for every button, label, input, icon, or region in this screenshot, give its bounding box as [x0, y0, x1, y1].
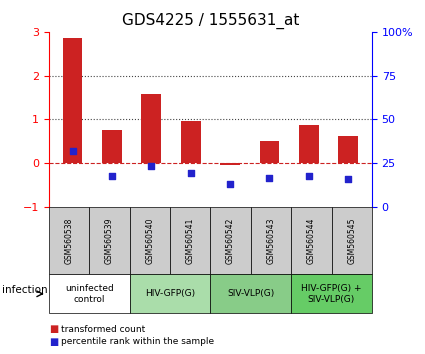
Text: GSM560541: GSM560541	[186, 217, 195, 264]
Text: infection: infection	[2, 285, 48, 295]
Text: ■: ■	[49, 324, 58, 334]
Bar	[260, 141, 279, 163]
Text: GSM560543: GSM560543	[266, 217, 275, 264]
Point	[187, 170, 194, 176]
Text: HIV-GFP(G): HIV-GFP(G)	[145, 289, 195, 298]
Text: HIV-GFP(G) +
SIV-VLP(G): HIV-GFP(G) + SIV-VLP(G)	[301, 284, 362, 303]
Bar	[102, 130, 122, 163]
Text: uninfected
control: uninfected control	[65, 284, 113, 303]
Point	[148, 163, 155, 169]
Text: transformed count: transformed count	[61, 325, 145, 334]
Point	[306, 173, 312, 179]
Bar	[142, 94, 161, 163]
Text: GSM560545: GSM560545	[347, 217, 356, 264]
Bar	[220, 163, 240, 165]
Text: GSM560538: GSM560538	[65, 217, 74, 264]
Text: GSM560539: GSM560539	[105, 217, 114, 264]
Point	[69, 148, 76, 154]
Text: GSM560544: GSM560544	[307, 217, 316, 264]
Point	[108, 173, 115, 178]
Bar	[338, 136, 358, 163]
Point	[266, 175, 273, 181]
Point	[345, 176, 351, 182]
Text: ■: ■	[49, 337, 58, 347]
Text: SIV-VLP(G): SIV-VLP(G)	[227, 289, 275, 298]
Bar	[62, 39, 82, 163]
Text: GSM560540: GSM560540	[145, 217, 154, 264]
Bar	[299, 125, 319, 163]
Title: GDS4225 / 1555631_at: GDS4225 / 1555631_at	[122, 13, 299, 29]
Text: GSM560542: GSM560542	[226, 217, 235, 264]
Point	[227, 182, 233, 187]
Bar	[181, 121, 201, 163]
Text: percentile rank within the sample: percentile rank within the sample	[61, 337, 214, 346]
